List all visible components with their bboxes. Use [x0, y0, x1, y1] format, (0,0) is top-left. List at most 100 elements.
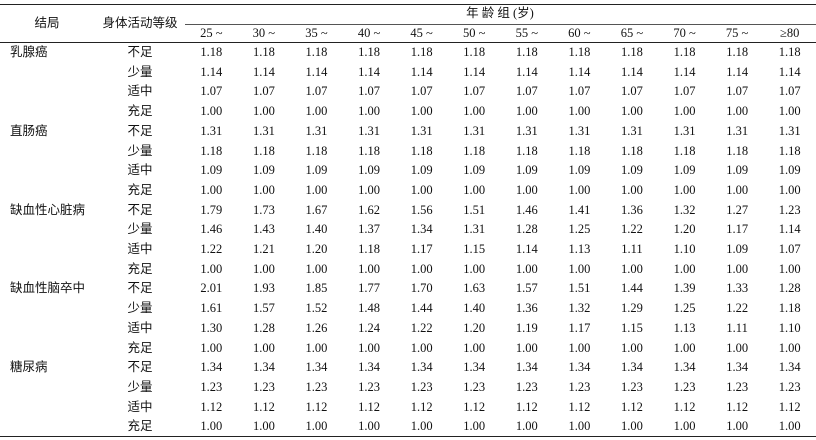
cell-value: 1.17: [568, 320, 591, 335]
cell-value: 1.12: [410, 399, 433, 414]
cell-value: 1.23: [305, 379, 328, 394]
cell-value: 1.22: [410, 320, 433, 335]
cell-value: 1.14: [515, 64, 538, 79]
level-label: 少量: [127, 222, 153, 237]
cell-value: 1.23: [568, 379, 591, 394]
level-label: 不足: [127, 202, 153, 217]
cell-value: 1.09: [200, 163, 223, 178]
cell-value: 1.00: [515, 340, 538, 355]
cell-value: 1.00: [305, 419, 328, 434]
level-label: 适中: [127, 320, 153, 335]
cell-value: 1.09: [778, 163, 801, 178]
cell-value: 1.00: [778, 182, 801, 197]
cell-value: 1.34: [200, 360, 223, 375]
cell-value: 1.44: [621, 281, 643, 296]
level-label: 少量: [127, 143, 153, 158]
cell-value: 1.14: [305, 64, 328, 79]
cell-value: 1.18: [463, 45, 486, 59]
age-header: 75 ~: [725, 26, 749, 40]
cell-value: 1.73: [252, 202, 275, 217]
cell-value: 1.14: [778, 222, 801, 237]
cell-value: 1.00: [252, 419, 275, 434]
cell-value: 1.22: [726, 301, 749, 316]
cell-value: 1.00: [568, 419, 591, 434]
cell-value: 1.00: [463, 182, 486, 197]
cell-value: 1.12: [200, 399, 223, 414]
cell-value: 1.07: [621, 84, 643, 99]
cell-value: 1.09: [621, 163, 643, 178]
cell-value: 1.44: [410, 301, 433, 316]
cell-value: 1.18: [358, 242, 380, 256]
cell-value: 1.61: [200, 301, 223, 316]
cell-value: 1.00: [358, 104, 380, 119]
cell-value: 1.12: [778, 399, 801, 414]
cell-value: 1.34: [410, 222, 433, 237]
cell-value: 1.00: [515, 104, 538, 119]
cell-value: 1.23: [200, 379, 223, 394]
cell-value: 1.17: [726, 222, 749, 237]
cell-value: 1.31: [673, 123, 696, 138]
cell-value: 1.67: [305, 202, 328, 217]
cell-value: 1.34: [410, 360, 433, 375]
level-label: 适中: [127, 163, 153, 178]
cell-value: 1.34: [515, 360, 538, 375]
cell-value: 1.56: [410, 202, 433, 217]
cell-value: 1.00: [200, 340, 223, 355]
age-header: ≥80: [780, 26, 800, 40]
cell-value: 1.17: [410, 242, 433, 256]
cell-value: 1.79: [200, 202, 223, 217]
cell-value: 1.00: [252, 104, 275, 119]
cell-value: 1.18: [200, 143, 223, 158]
cell-value: 1.09: [410, 163, 433, 178]
cell-value: 1.00: [463, 261, 486, 276]
level-label: 不足: [127, 360, 153, 375]
cell-value: 1.18: [726, 45, 749, 59]
cell-value: 1.09: [673, 163, 696, 178]
cell-value: 1.00: [410, 340, 433, 355]
cell-value: 1.46: [515, 202, 538, 217]
cell-value: 1.00: [726, 261, 749, 276]
cell-value: 1.00: [200, 104, 223, 119]
cell-value: 1.28: [778, 281, 801, 296]
outcome-label: 乳腺癌: [10, 45, 48, 59]
outcome-header: 结局: [34, 16, 60, 30]
cell-value: 1.31: [305, 123, 328, 138]
cell-value: 1.07: [778, 242, 801, 256]
cell-value: 1.00: [515, 261, 538, 276]
cell-value: 1.00: [726, 182, 749, 197]
cell-value: 1.18: [621, 143, 643, 158]
cell-value: 1.00: [778, 340, 801, 355]
outcome-label: 直肠癌: [10, 123, 48, 138]
cell-value: 1.00: [673, 261, 696, 276]
cell-value: 1.14: [621, 64, 643, 79]
cell-value: 1.40: [463, 301, 486, 316]
cell-value: 1.00: [568, 261, 591, 276]
age-header: 25 ~: [200, 26, 223, 40]
cell-value: 1.18: [358, 143, 380, 158]
cell-value: 1.00: [778, 261, 801, 276]
age-group-header: 年 龄 组 (岁): [466, 6, 534, 20]
cell-value: 1.23: [252, 379, 275, 394]
cell-value: 1.12: [358, 399, 380, 414]
level-label: 少量: [127, 379, 153, 394]
cell-value: 1.19: [515, 320, 538, 335]
cell-value: 1.00: [252, 261, 275, 276]
outcome-label: 糖尿病: [10, 360, 48, 375]
cell-value: 1.51: [568, 281, 591, 296]
cell-value: 1.13: [673, 320, 696, 335]
group-rule: [185, 24, 816, 25]
cell-value: 1.12: [305, 399, 328, 414]
cell-value: 1.30: [200, 320, 223, 335]
cell-value: 1.93: [252, 281, 275, 296]
cell-value: 1.34: [621, 360, 643, 375]
cell-value: 1.07: [778, 84, 801, 99]
level-label: 不足: [127, 281, 153, 296]
cell-value: 1.25: [673, 301, 696, 316]
bottom-rule: [0, 436, 816, 437]
cell-value: 1.12: [568, 399, 591, 414]
cell-value: 1.20: [673, 222, 696, 237]
cell-value: 1.00: [726, 340, 749, 355]
age-header: 70 ~: [673, 26, 696, 40]
cell-value: 1.18: [515, 143, 538, 158]
cell-value: 1.70: [410, 281, 433, 296]
